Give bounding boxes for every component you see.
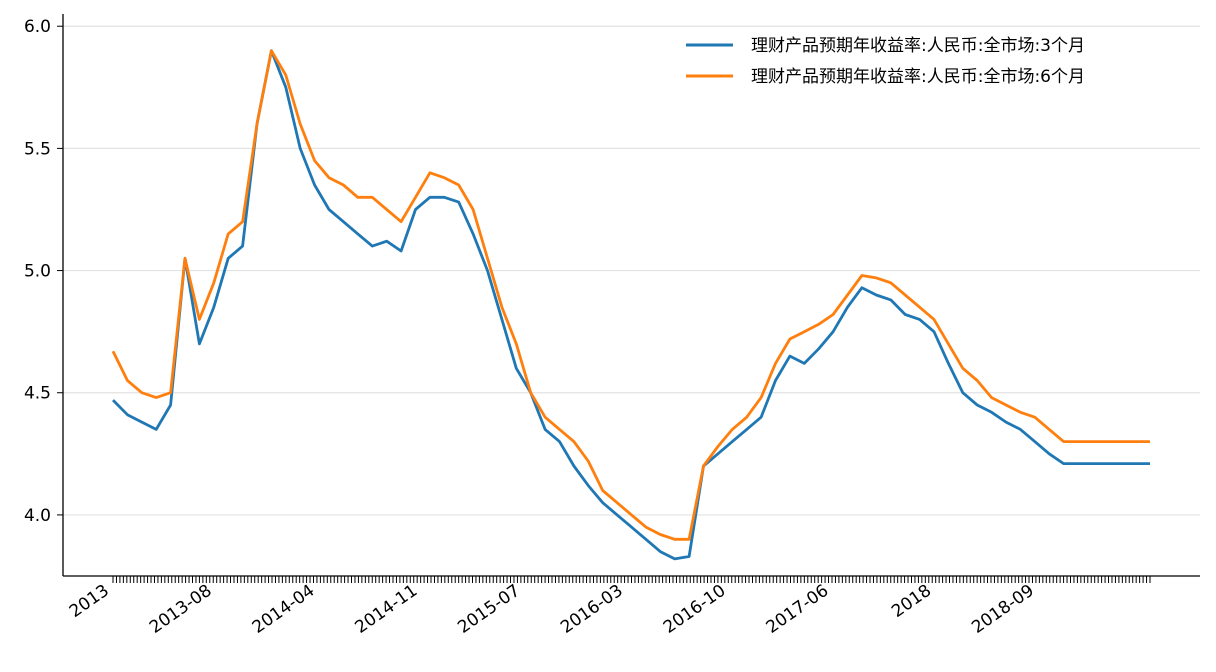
y-tick-label: 4.5: [24, 384, 51, 404]
x-tick-label: 2018-09: [968, 581, 1038, 638]
x-tick-label: 2017-06: [763, 581, 833, 638]
x-tick-label: 2018: [888, 581, 935, 622]
y-tick-label: 4.0: [24, 506, 51, 526]
series-line-2: [111, 49, 1150, 541]
legend: 理财产品预期年收益率:人民币:全市场:3个月理财产品预期年收益率:人民币:全市场…: [686, 36, 1085, 87]
x-tick-label: 2015-07: [454, 581, 524, 638]
x-tick-label: 2013-08: [146, 581, 216, 638]
x-tick-label: 2014-04: [249, 581, 319, 638]
y-tick-label: 5.0: [24, 262, 51, 282]
x-tick-label: 2016-03: [557, 581, 627, 638]
series-lines: [111, 49, 1150, 561]
x-tick-label: 2014-11: [352, 581, 422, 638]
series-line-1: [112, 49, 1150, 561]
y-tick-label: 6.0: [24, 17, 51, 37]
legend-label-1: 理财产品预期年收益率:人民币:全市场:3个月: [751, 36, 1085, 56]
axes: 4.0 4.5 5.0 5.5 6.0 2013 2013-08 2014-04 2014-11…: [24, 14, 1200, 638]
legend-label-2: 理财产品预期年收益率:人民币:全市场:6个月: [751, 67, 1085, 87]
x-tick-label: 2013: [66, 581, 113, 622]
gridlines: [63, 25, 1200, 516]
y-tick-label: 5.5: [24, 139, 51, 159]
x-tick-label: 2016-10: [660, 581, 730, 638]
